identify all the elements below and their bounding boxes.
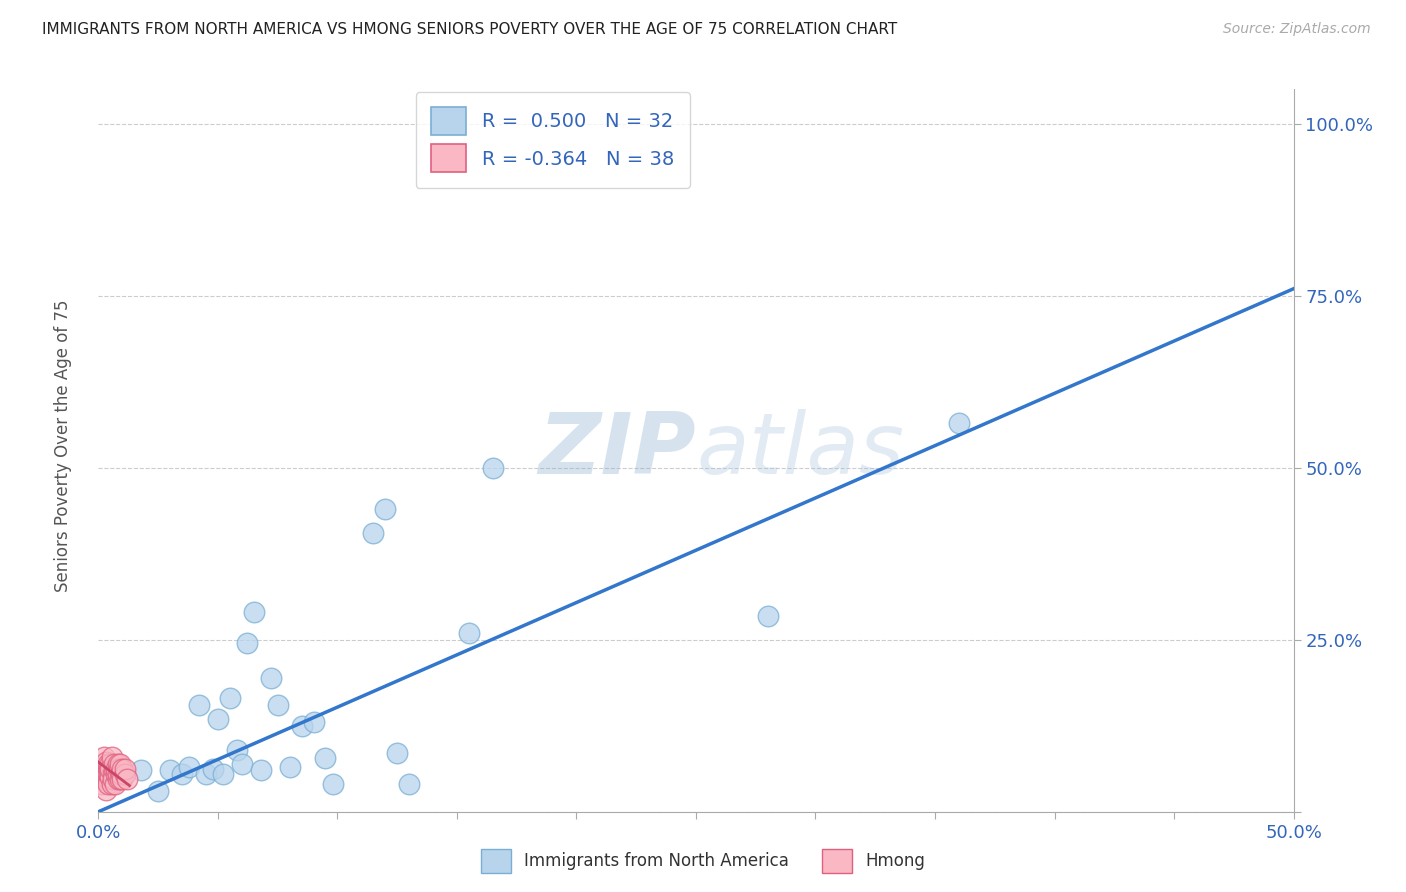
Point — [98, 762, 121, 776]
Point — [148, 784, 170, 798]
Point — [179, 760, 201, 774]
Point — [211, 767, 233, 781]
Point — [267, 698, 290, 712]
Point — [103, 762, 125, 776]
Point — [374, 502, 396, 516]
Point — [114, 767, 136, 781]
Point — [111, 772, 134, 786]
Point — [97, 756, 120, 771]
Point — [115, 772, 138, 786]
Text: IMMIGRANTS FROM NORTH AMERICA VS HMONG SENIORS POVERTY OVER THE AGE OF 75 CORREL: IMMIGRANTS FROM NORTH AMERICA VS HMONG S… — [42, 22, 897, 37]
Point — [481, 460, 505, 475]
Point — [97, 777, 120, 791]
Point — [458, 625, 481, 640]
Point — [219, 691, 242, 706]
Point — [291, 719, 314, 733]
Point — [90, 777, 112, 791]
Point — [91, 760, 114, 774]
Point — [105, 762, 128, 776]
Point — [398, 777, 420, 791]
Point — [207, 712, 229, 726]
Point — [756, 608, 779, 623]
Point — [195, 767, 218, 781]
Point — [98, 770, 122, 784]
Point — [97, 772, 120, 786]
Point — [385, 746, 409, 760]
Legend: R =  0.500   N = 32, R = -0.364   N = 38: R = 0.500 N = 32, R = -0.364 N = 38 — [416, 92, 689, 187]
Point — [172, 767, 194, 781]
Point — [243, 605, 266, 619]
Point — [96, 767, 118, 781]
Text: Source: ZipAtlas.com: Source: ZipAtlas.com — [1223, 22, 1371, 37]
Point — [107, 762, 129, 776]
Point — [94, 782, 117, 797]
Point — [93, 772, 115, 786]
Point — [104, 777, 127, 791]
Point — [259, 671, 281, 685]
Point — [107, 756, 129, 771]
Point — [302, 715, 325, 730]
Point — [108, 772, 131, 786]
Point — [187, 698, 209, 712]
Point — [250, 764, 273, 778]
Point — [100, 749, 122, 764]
Point — [98, 764, 122, 778]
Point — [363, 526, 385, 541]
Point — [98, 762, 122, 776]
Point — [159, 764, 181, 778]
Point — [226, 743, 249, 757]
Point — [107, 767, 129, 781]
Point — [131, 764, 153, 778]
Text: ZIP: ZIP — [538, 409, 696, 492]
Point — [98, 767, 121, 781]
Point — [101, 772, 124, 786]
Point — [231, 756, 253, 771]
Point — [93, 749, 115, 764]
Point — [94, 755, 117, 769]
Point — [322, 777, 344, 791]
Point — [315, 751, 337, 765]
Point — [107, 772, 129, 786]
Point — [98, 756, 122, 771]
Point — [108, 756, 131, 771]
Point — [97, 762, 120, 776]
Point — [105, 767, 128, 781]
Point — [278, 760, 301, 774]
Point — [948, 416, 970, 430]
Point — [101, 767, 124, 781]
Text: Seniors Poverty Over the Age of 75: Seniors Poverty Over the Age of 75 — [55, 300, 72, 592]
Point — [235, 636, 257, 650]
Text: atlas: atlas — [696, 409, 904, 492]
Point — [100, 777, 122, 791]
Point — [114, 762, 136, 776]
Point — [110, 767, 132, 781]
Point — [111, 762, 134, 776]
Point — [91, 767, 114, 781]
Point — [202, 762, 225, 776]
Point — [103, 756, 125, 771]
Legend: Immigrants from North America, Hmong: Immigrants from North America, Hmong — [474, 842, 932, 880]
